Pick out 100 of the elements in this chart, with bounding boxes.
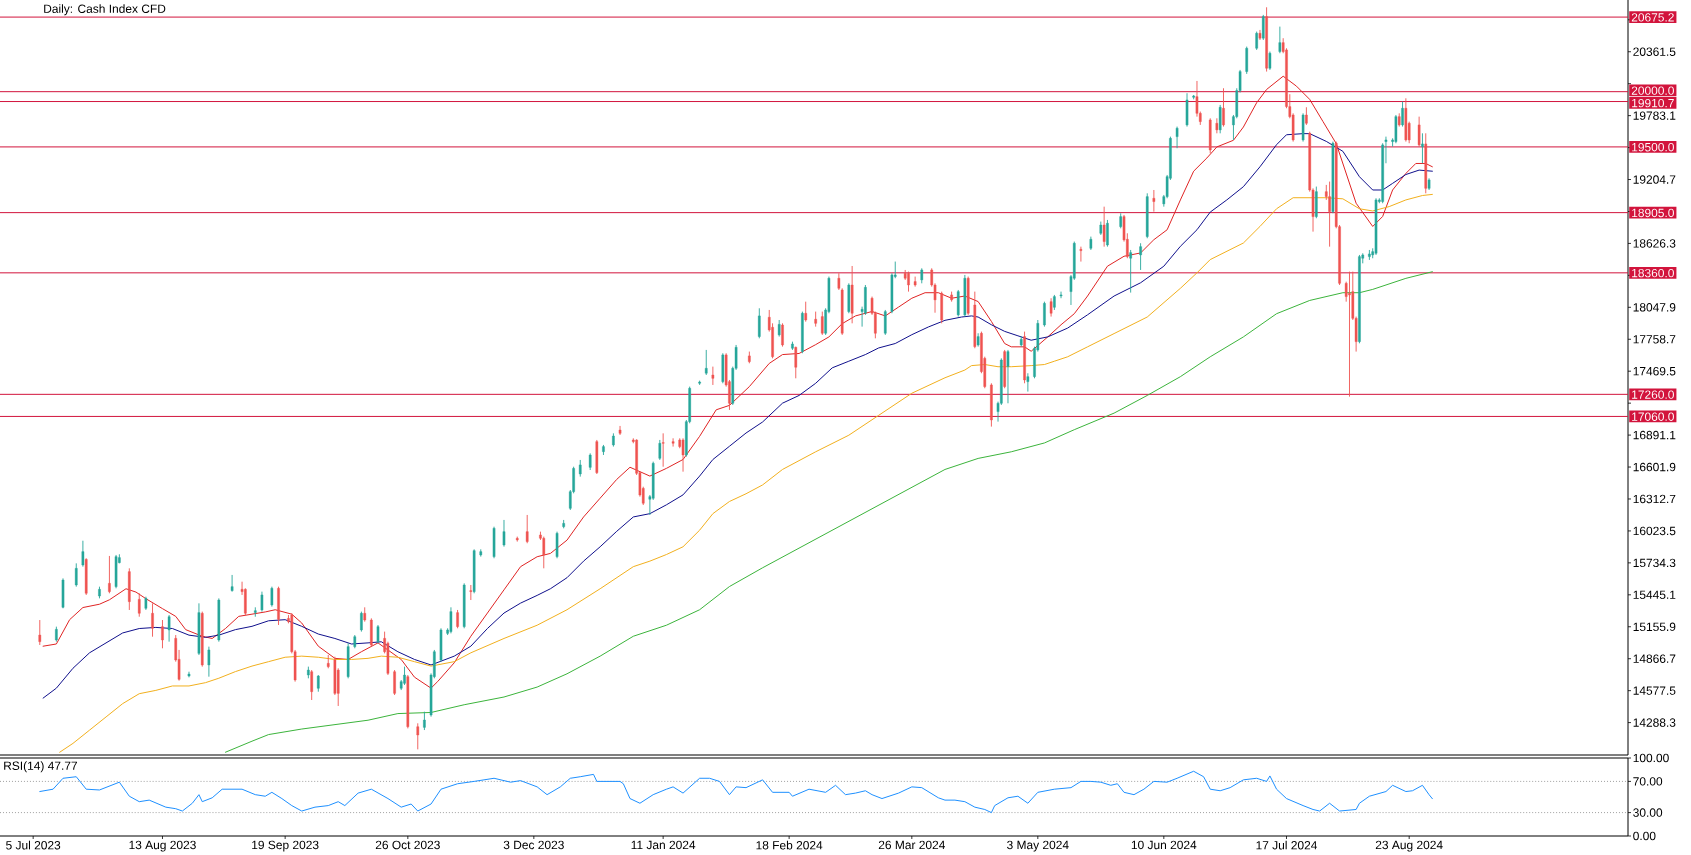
ref-line-label: 18905.0 bbox=[1632, 208, 1674, 218]
ref-line-label: 19500.0 bbox=[1632, 142, 1674, 152]
x-tick-label: 3 May 2024 bbox=[1007, 840, 1069, 852]
candlestick bbox=[1043, 301, 1046, 328]
candlestick bbox=[260, 591, 264, 613]
candlestick bbox=[711, 366, 715, 386]
candlestick bbox=[704, 349, 708, 376]
x-tick-label: 26 Mar 2024 bbox=[878, 840, 946, 850]
candlestick bbox=[469, 584, 473, 601]
x-tick-label: 13 Aug 2023 bbox=[129, 840, 196, 852]
candlestick bbox=[108, 555, 111, 594]
candlestick bbox=[821, 311, 824, 336]
candlestick bbox=[38, 619, 42, 646]
candlestick bbox=[618, 425, 622, 436]
candlestick bbox=[671, 437, 675, 448]
y-tick-label: 16023.5 bbox=[1633, 526, 1676, 536]
candlestick bbox=[661, 432, 665, 468]
candlestick bbox=[1059, 291, 1063, 299]
candlestick bbox=[1079, 246, 1083, 263]
chart-title: Daily: Cash Index CFD bbox=[44, 4, 166, 16]
candlestick bbox=[423, 711, 426, 731]
candlestick bbox=[794, 346, 798, 379]
x-tick-label: 19 Sep 2023 bbox=[252, 840, 319, 852]
candlestick bbox=[525, 514, 529, 544]
candlestick bbox=[416, 722, 420, 750]
candlestick bbox=[1348, 271, 1351, 398]
candlestick bbox=[1245, 46, 1248, 75]
y-tick-label: 0.00 bbox=[1633, 831, 1656, 841]
x-tick-label: 5 Jul 2023 bbox=[6, 840, 61, 850]
y-tick-label: 30.00 bbox=[1633, 808, 1663, 817]
ref-line-label: 19910.7 bbox=[1632, 98, 1674, 108]
x-tick-label: 10 Jun 2024 bbox=[1131, 840, 1197, 850]
y-tick-label: 17469.5 bbox=[1633, 366, 1676, 376]
ref-line-label: 17060.0 bbox=[1632, 412, 1674, 421]
candlestick bbox=[1215, 117, 1219, 134]
candlestick bbox=[1255, 31, 1258, 51]
x-tick-label: 18 Feb 2024 bbox=[756, 840, 823, 850]
candlestick bbox=[393, 669, 396, 696]
candlestick bbox=[270, 586, 274, 608]
y-tick-label: 16312.7 bbox=[1633, 494, 1676, 504]
candlestick bbox=[956, 289, 960, 318]
candlestick bbox=[884, 309, 887, 336]
y-tick-label: 18047.9 bbox=[1633, 303, 1676, 312]
candlestick bbox=[758, 307, 761, 339]
candlestick bbox=[1139, 242, 1142, 271]
y-tick-label: 70.00 bbox=[1633, 777, 1663, 786]
candlestick bbox=[1049, 297, 1053, 318]
candlestick bbox=[804, 301, 808, 323]
y-tick-label: 14866.7 bbox=[1633, 654, 1676, 663]
candlestick bbox=[907, 271, 910, 293]
candlestick bbox=[1152, 189, 1156, 213]
candlestick bbox=[781, 322, 784, 348]
candlestick bbox=[456, 609, 459, 629]
ref-line-label: 20000.0 bbox=[1631, 86, 1674, 95]
y-tick-label: 18626.3 bbox=[1633, 239, 1676, 248]
y-tick-label: 15445.1 bbox=[1633, 590, 1676, 599]
ref-line-label: 18360.0 bbox=[1632, 268, 1674, 278]
candlestick bbox=[376, 624, 380, 644]
y-tick-label: 19204.7 bbox=[1633, 175, 1676, 184]
y-tick-label: 16891.1 bbox=[1633, 430, 1676, 440]
y-tick-label: 14288.3 bbox=[1633, 718, 1676, 727]
candlestick bbox=[310, 669, 313, 701]
candlestick bbox=[1222, 87, 1225, 128]
y-tick-label: 14577.5 bbox=[1633, 686, 1676, 695]
y-tick-label: 17758.7 bbox=[1633, 335, 1676, 344]
candlestick bbox=[1268, 51, 1272, 71]
y-tick-label: 19783.1 bbox=[1633, 111, 1676, 120]
candlestick bbox=[403, 666, 406, 686]
ref-line-label: 17260.0 bbox=[1632, 390, 1674, 399]
candlestick bbox=[207, 646, 211, 678]
candlestick bbox=[161, 619, 164, 649]
candlestick bbox=[1129, 249, 1132, 294]
y-tick-label: 20361.5 bbox=[1633, 47, 1676, 56]
candlestick bbox=[81, 540, 85, 568]
candlestick bbox=[137, 592, 141, 618]
candlestick bbox=[555, 531, 559, 559]
candlestick bbox=[1106, 219, 1109, 248]
candlestick bbox=[502, 519, 506, 548]
y-tick-label: 15155.9 bbox=[1633, 622, 1676, 631]
x-tick-label: 23 Aug 2024 bbox=[1375, 840, 1443, 852]
candlestick bbox=[658, 439, 662, 461]
candlestick bbox=[913, 276, 917, 288]
candlestick bbox=[74, 562, 78, 588]
x-tick-label: 3 Dec 2023 bbox=[503, 840, 564, 850]
candlestick bbox=[1328, 181, 1331, 248]
candlestick bbox=[1401, 101, 1404, 128]
candlestick bbox=[1175, 126, 1179, 149]
candlestick bbox=[1421, 132, 1424, 164]
x-tick-label: 17 Jul 2024 bbox=[1256, 840, 1318, 850]
y-tick-label: 15734.3 bbox=[1633, 558, 1676, 568]
ref-line-label: 20675.2 bbox=[1631, 13, 1674, 22]
x-tick-label: 26 Oct 2023 bbox=[375, 840, 440, 850]
candlestick bbox=[542, 536, 546, 569]
y-tick-label: 16601.9 bbox=[1633, 462, 1676, 472]
chart-title: RSI(14) 47.77 bbox=[4, 761, 78, 773]
candlestick bbox=[1417, 116, 1421, 148]
candlestick bbox=[1026, 372, 1030, 393]
x-tick-label: 11 Jan 2024 bbox=[631, 840, 696, 850]
candlestick bbox=[360, 611, 363, 633]
candlestick bbox=[151, 602, 154, 638]
